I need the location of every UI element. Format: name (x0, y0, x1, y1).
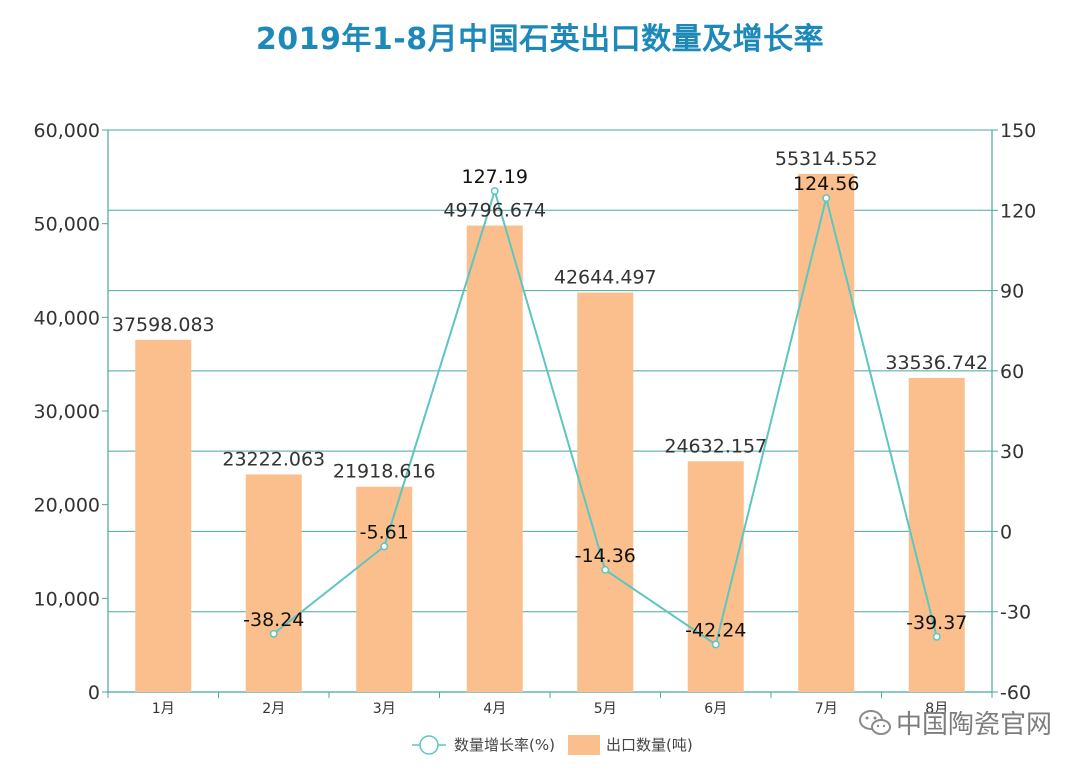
growth-rate-point (269, 629, 278, 638)
x-axis-tick-label: 3月 (373, 701, 396, 717)
legend-label-export-quantity: 出口数量(吨) (606, 736, 693, 754)
x-axis-tick-label: 7月 (815, 701, 838, 717)
legend-line-marker (419, 735, 439, 755)
bar (245, 474, 302, 692)
growth-rate-point (490, 187, 499, 195)
bar-data-label: 24632.157 (664, 435, 767, 457)
right-axis-tick-label: 90 (1000, 281, 1024, 303)
bar (687, 461, 744, 692)
right-axis-tick-label: 30 (1000, 441, 1024, 463)
growth-rate-data-label: -39.37 (906, 612, 967, 634)
bar (577, 292, 634, 692)
x-axis-tick-label: 6月 (704, 701, 727, 717)
growth-rate-data-label: 127.19 (462, 166, 528, 188)
bar (798, 173, 855, 692)
left-axis-tick-label: 30,000 (34, 401, 100, 423)
wechat-icon (858, 710, 891, 735)
legend-bar-swatch (568, 735, 600, 755)
growth-rate-point (380, 542, 389, 551)
right-axis-tick-label: 120 (1000, 200, 1036, 222)
legend-label-growth-rate: 数量增长率(%) (454, 736, 555, 754)
bar (356, 486, 413, 692)
bar (908, 377, 965, 692)
bar-data-label: 49796.674 (443, 200, 546, 222)
x-axis-tick-label: 1月 (152, 701, 175, 717)
left-axis-tick-label: 20,000 (34, 495, 100, 517)
growth-rate-data-label: 124.56 (793, 173, 859, 195)
bar-data-label: 23222.063 (222, 448, 325, 470)
chart-title: 2019年1-8月中国石英出口数量及增长率 (255, 22, 825, 57)
growth-rate-data-label: -14.36 (575, 545, 636, 567)
growth-rate-point (822, 194, 831, 203)
growth-rate-point (601, 565, 610, 574)
growth-rate-point (711, 640, 720, 649)
growth-rate-data-label: -42.24 (685, 619, 746, 641)
bar (135, 339, 192, 692)
bar (466, 225, 523, 692)
growth-rate-data-label: -5.61 (360, 521, 409, 543)
right-axis-tick-label: 0 (1000, 521, 1012, 543)
growth-rate-data-label: -38.24 (243, 609, 304, 631)
growth-rate-point (932, 632, 941, 641)
right-axis-tick-label: 150 (1000, 120, 1036, 142)
watermark-text: 中国陶瓷官网 (895, 710, 1052, 740)
bar-data-label: 21918.616 (333, 461, 436, 483)
x-axis-tick-label: 4月 (483, 701, 506, 717)
right-axis-tick-label: 60 (1000, 361, 1024, 383)
watermark: 中国陶瓷官网 (858, 704, 1052, 741)
x-axis-tick-label: 5月 (594, 701, 617, 717)
bar-data-label: 42644.497 (554, 267, 657, 289)
x-axis-tick-label: 2月 (262, 701, 285, 717)
right-axis-tick-label: -60 (1000, 682, 1031, 704)
left-axis-tick-label: 50,000 (34, 214, 100, 236)
x-axis-tick-label: 8月 (925, 701, 948, 717)
left-axis-tick-label: 40,000 (34, 307, 100, 329)
right-axis-tick-label: -30 (1000, 602, 1031, 624)
left-axis-tick-label: 0 (88, 682, 100, 704)
bar-data-label: 55314.552 (775, 148, 878, 170)
bar-data-label: 33536.742 (885, 352, 988, 374)
bar-data-label: 37598.083 (112, 314, 215, 336)
left-axis-tick-label: 10,000 (34, 588, 100, 610)
left-axis-tick-label: 60,000 (34, 120, 100, 142)
